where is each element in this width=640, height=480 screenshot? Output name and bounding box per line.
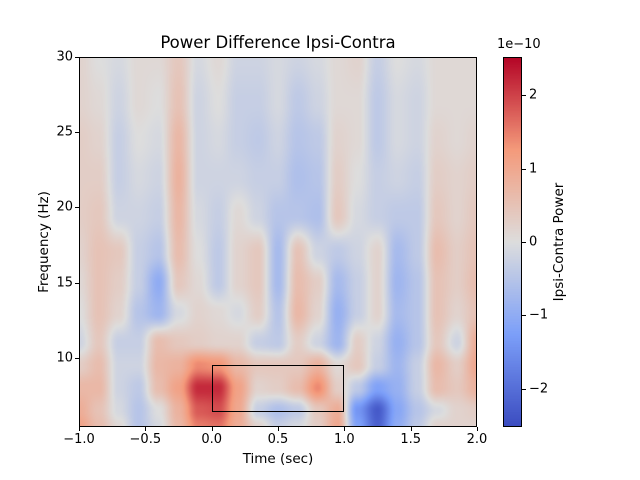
y-tick-label: 10 — [56, 350, 73, 366]
x-tick-label: 0.0 — [201, 432, 222, 447]
colorbar-tick-label: −2 — [529, 381, 549, 397]
colorbar-tick-label: 1 — [529, 161, 538, 177]
y-tick-label: 25 — [56, 124, 73, 140]
x-tick-mark — [278, 427, 279, 431]
x-axis-label: Time (sec) — [242, 451, 314, 467]
x-tick-label: 2.0 — [466, 432, 488, 447]
x-tick-label: 1.5 — [400, 432, 421, 447]
x-tick-label: −0.5 — [129, 432, 162, 447]
plot-title: Power Difference Ipsi-Contra — [160, 33, 396, 52]
y-tick-label: 15 — [56, 275, 73, 291]
colorbar-canvas — [503, 57, 522, 427]
x-tick-label: −1.0 — [63, 432, 95, 447]
colorbar-tick-label: 2 — [529, 87, 538, 103]
x-tick-label: 0.5 — [267, 432, 289, 447]
y-tick-mark — [75, 282, 79, 284]
colorbar-tick-mark — [522, 315, 526, 317]
y-tick-mark — [75, 357, 79, 359]
colorbar-offset-label: 1e−10 — [497, 37, 541, 52]
colorbar-tick-mark — [522, 95, 526, 97]
heatmap-canvas — [79, 57, 477, 427]
y-tick-mark — [75, 57, 79, 58]
x-tick-mark — [145, 427, 147, 431]
y-tick-mark — [75, 132, 79, 134]
colorbar-tick-mark — [522, 388, 526, 390]
y-tick-label: 20 — [56, 199, 73, 215]
x-tick-mark — [211, 427, 213, 431]
x-tick-label: 1.0 — [333, 432, 355, 447]
colorbar-tick-mark — [522, 168, 526, 170]
x-tick-mark — [410, 427, 412, 431]
colorbar-tick-label: 0 — [529, 234, 538, 250]
x-tick-mark — [344, 427, 346, 431]
colorbar-tick-mark — [522, 242, 526, 243]
x-tick-mark — [79, 427, 80, 431]
y-tick-label: 30 — [56, 49, 73, 65]
y-tick-mark — [75, 207, 79, 209]
x-tick-mark — [477, 427, 478, 431]
colorbar-tick-label: −1 — [529, 307, 549, 323]
